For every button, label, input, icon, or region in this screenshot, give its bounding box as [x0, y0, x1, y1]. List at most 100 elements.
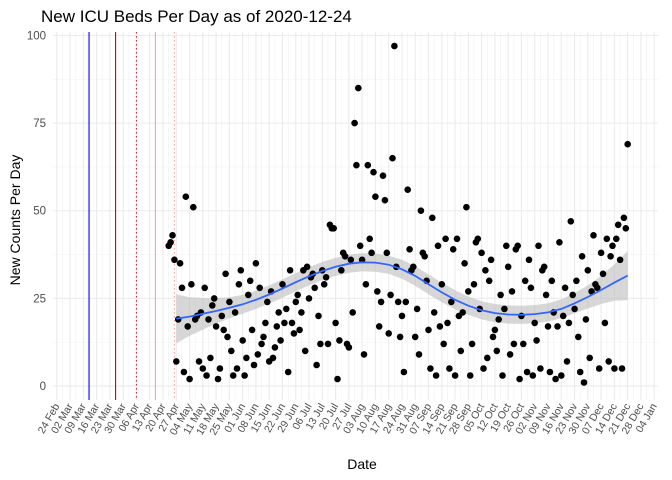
data-point [279, 281, 286, 288]
data-point [178, 284, 186, 292]
data-point [207, 354, 214, 362]
chart-title: New ICU Beds Per Day as of 2020-12-24 [41, 7, 352, 26]
data-point [375, 323, 383, 330]
data-point [457, 347, 465, 355]
data-point [275, 309, 283, 316]
data-point [212, 323, 220, 330]
data-point [417, 207, 425, 214]
data-point [482, 267, 489, 274]
y-axis-ticks: 0 25 50 75 100 [27, 31, 46, 393]
data-point [330, 225, 338, 232]
data-point [430, 309, 438, 316]
data-point [491, 326, 499, 334]
data-point [533, 337, 540, 344]
data-point [451, 372, 459, 379]
data-point [269, 354, 277, 362]
data-point [281, 319, 288, 327]
data-point [466, 372, 474, 379]
data-point [607, 252, 614, 260]
data-point [575, 333, 582, 341]
data-point [410, 263, 417, 271]
data-point [468, 340, 476, 348]
data-point [584, 267, 592, 274]
data-point [246, 277, 254, 285]
data-point [580, 379, 588, 386]
data-point [184, 323, 191, 330]
y-axis-title: New Counts Per Day [7, 155, 23, 286]
data-point [258, 340, 265, 348]
data-point [231, 309, 239, 316]
data-point [567, 218, 575, 225]
data-point [595, 365, 603, 372]
data-point [614, 221, 622, 229]
data-point [463, 203, 470, 211]
data-point [176, 260, 184, 267]
data-point [355, 84, 362, 92]
data-point [283, 305, 290, 313]
data-point [264, 298, 271, 306]
data-point [436, 323, 444, 330]
data-point [448, 298, 455, 306]
data-point [182, 193, 190, 200]
data-point [461, 260, 468, 267]
data-point [351, 119, 358, 127]
data-point [334, 375, 341, 383]
data-point [503, 242, 510, 250]
smooth-line [176, 261, 629, 320]
data-point [273, 323, 281, 330]
data-point [563, 358, 571, 365]
data-point [237, 267, 245, 274]
data-point [434, 242, 442, 250]
data-point [444, 319, 451, 327]
data-point [271, 344, 279, 351]
data-point [544, 323, 552, 330]
data-point [565, 319, 573, 327]
data-point [214, 375, 222, 383]
data-point [305, 295, 313, 302]
data-point [195, 358, 203, 365]
x-axis-title: Date [347, 456, 377, 472]
data-point [493, 347, 501, 355]
data-point [413, 305, 421, 313]
plot-panel [53, 32, 658, 400]
data-point [514, 242, 521, 250]
data-point [609, 242, 616, 250]
data-point [180, 368, 188, 376]
data-point [531, 319, 538, 327]
data-point [220, 326, 227, 334]
data-point [427, 365, 434, 372]
data-point [322, 274, 330, 281]
data-point [499, 372, 506, 379]
data-point [341, 252, 349, 260]
data-point [317, 340, 324, 348]
data-point [290, 330, 298, 337]
data-point [260, 333, 267, 341]
data-point [248, 326, 256, 334]
data-point [374, 288, 381, 295]
data-point [254, 351, 262, 358]
data-point [622, 225, 630, 232]
data-point [315, 312, 322, 320]
data-point [578, 252, 586, 260]
data-point [294, 291, 302, 299]
data-point [199, 365, 207, 372]
data-point [203, 372, 210, 379]
data-point [372, 193, 379, 200]
data-point [554, 323, 561, 330]
data-point [605, 358, 612, 365]
data-point [521, 277, 529, 285]
data-point [590, 232, 597, 239]
data-point [301, 347, 309, 355]
data-point [504, 263, 512, 271]
data-point [415, 351, 423, 358]
data-point [235, 281, 243, 288]
data-point [167, 239, 174, 246]
data-point [548, 277, 556, 285]
data-point [618, 365, 626, 372]
data-point [601, 319, 609, 327]
data-point [485, 277, 493, 285]
data-point [336, 337, 343, 344]
data-point [364, 161, 372, 169]
data-point [356, 242, 364, 250]
data-point [480, 365, 487, 372]
